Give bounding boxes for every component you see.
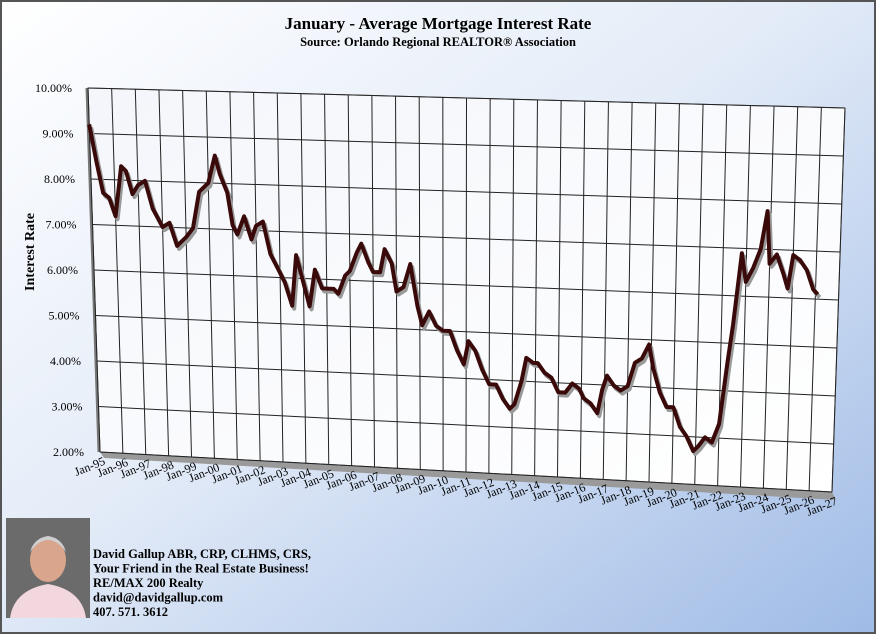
grid-line (466, 98, 467, 472)
contact-line: RE/MAX 200 Realty (93, 576, 204, 590)
y-tick-label: 5.00% (49, 309, 80, 323)
y-tick-label: 4.00% (50, 354, 81, 368)
y-tick-label: 9.00% (43, 127, 74, 141)
y-tick-label: 6.00% (47, 263, 78, 277)
contact-line: David Gallup ABR, CRP, CLHMS, CRS, (93, 547, 311, 561)
y-tick-label: 2.00% (53, 445, 84, 459)
chart-title: January - Average Mortgage Interest Rate (285, 14, 592, 33)
y-tick-label: 10.00% (35, 81, 72, 95)
contact-line: 407. 571. 3612 (93, 605, 168, 619)
y-axis-label: Interest Rate (23, 213, 38, 291)
headshot (6, 518, 90, 618)
contact-line: david@davidgallup.com (93, 591, 224, 605)
chart-subtitle: Source: Orlando Regional REALTOR® Associ… (300, 35, 576, 49)
y-tick-label: 8.00% (44, 172, 75, 186)
y-tick-label: 3.00% (52, 400, 83, 414)
y-tick-label: 7.00% (46, 218, 77, 232)
contact-line: Your Friend in the Real Estate Business! (93, 562, 309, 576)
plot-area: 2.00% 3.00% 4.00% 5.00% 6.00% 7.00% 8.00% 9.00%… (35, 81, 845, 519)
